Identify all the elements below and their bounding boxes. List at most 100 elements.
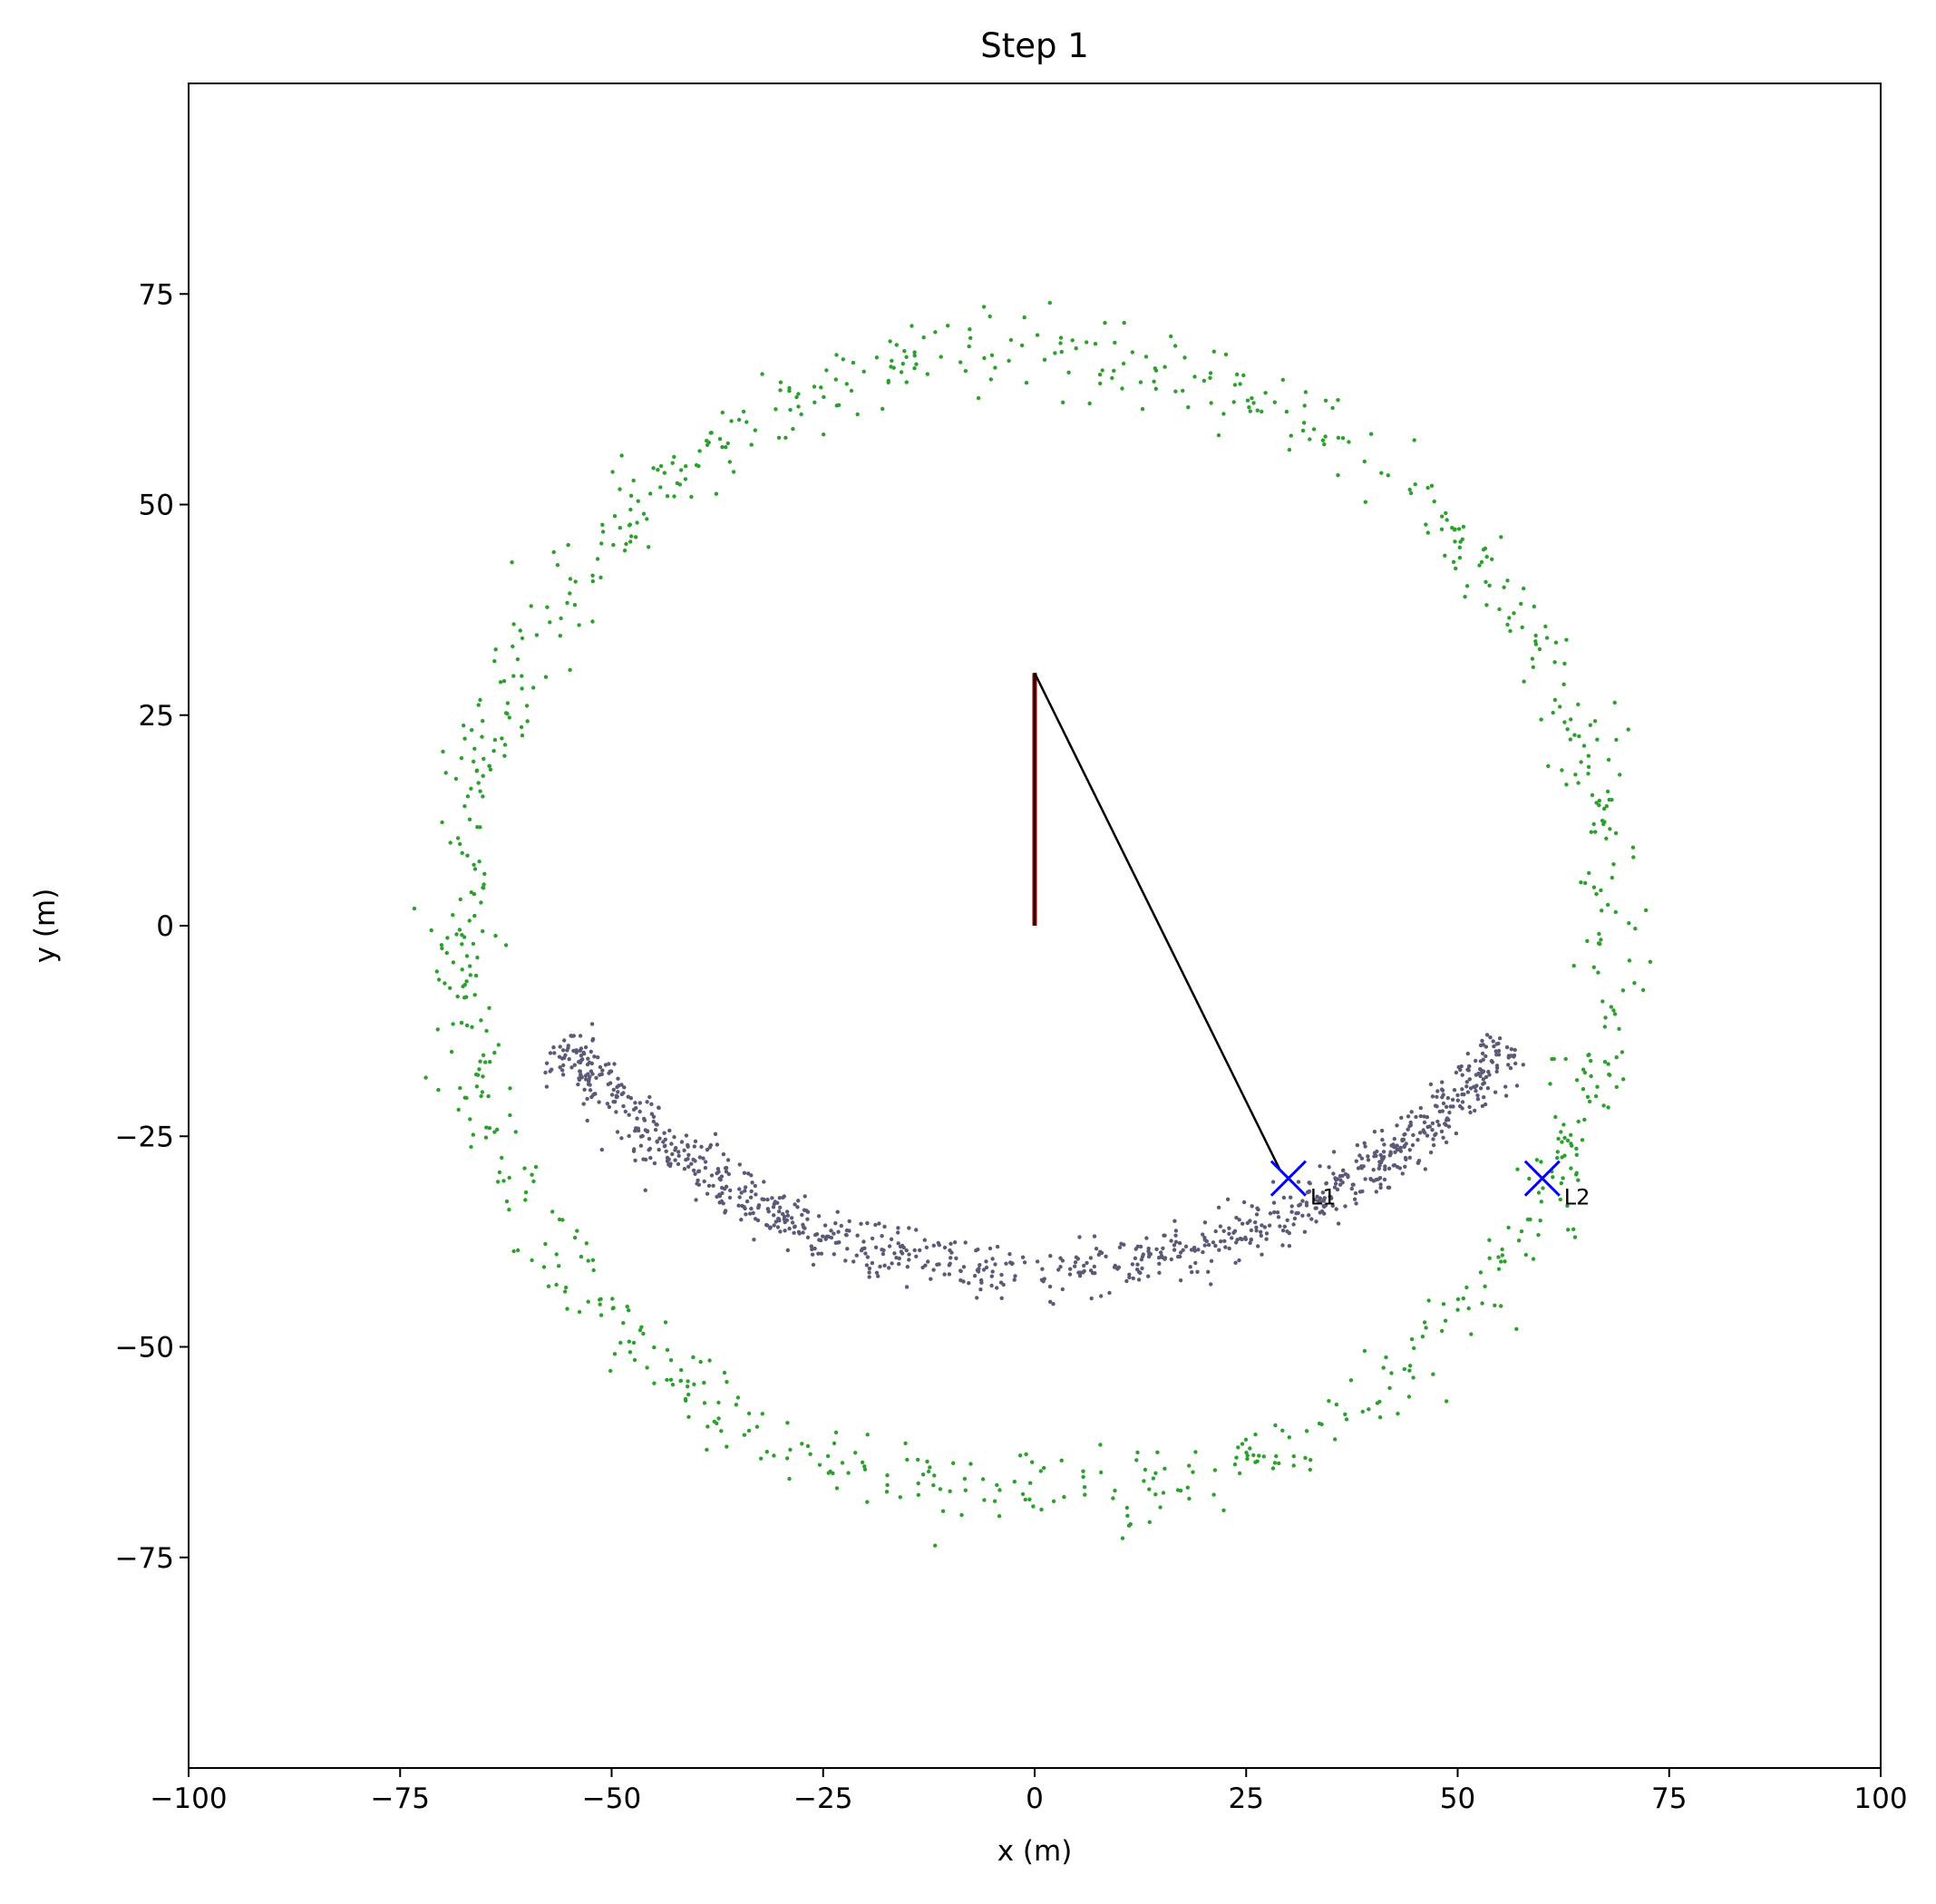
point: [796, 392, 801, 396]
point: [625, 1304, 629, 1309]
point: [1576, 1119, 1581, 1124]
point: [1455, 1098, 1461, 1103]
point: [1363, 500, 1368, 504]
point: [1362, 1348, 1367, 1354]
point: [554, 1252, 559, 1257]
point: [629, 534, 634, 539]
point: [1135, 1262, 1140, 1267]
point: [1602, 1060, 1608, 1064]
point: [1550, 1056, 1554, 1062]
point: [1586, 772, 1591, 776]
chart-title: Step 1: [980, 26, 1089, 65]
point: [867, 1275, 871, 1279]
point: [436, 977, 442, 982]
point: [1070, 338, 1075, 343]
point: [1589, 1058, 1593, 1064]
point: [1570, 1143, 1574, 1148]
point: [1217, 1248, 1221, 1252]
point: [508, 1112, 512, 1118]
point: [1551, 1175, 1555, 1180]
point: [672, 494, 676, 499]
point: [720, 444, 725, 450]
point: [880, 1234, 884, 1239]
point: [609, 1093, 615, 1097]
point: [1487, 583, 1492, 588]
point: [1409, 1110, 1414, 1114]
point: [1586, 753, 1591, 758]
point: [1019, 343, 1025, 348]
point: [772, 1453, 776, 1458]
point: [464, 979, 469, 984]
point: [1225, 1197, 1231, 1202]
point: [808, 1452, 812, 1457]
point: [1430, 1128, 1435, 1132]
point: [1533, 639, 1538, 644]
point: [958, 360, 963, 364]
point: [1515, 1167, 1520, 1171]
point: [479, 900, 483, 905]
point: [833, 1240, 838, 1246]
point: [1621, 1077, 1626, 1082]
point: [607, 1104, 612, 1110]
point: [1107, 1290, 1112, 1296]
point: [854, 1253, 859, 1258]
point: [722, 1370, 727, 1375]
point: [1586, 764, 1591, 770]
point: [734, 1403, 739, 1407]
point: [454, 932, 459, 937]
point: [1378, 1185, 1383, 1190]
point: [1190, 1269, 1194, 1275]
point: [894, 1256, 899, 1260]
point: [1464, 1084, 1469, 1089]
point: [511, 1248, 516, 1254]
point: [622, 549, 627, 553]
point: [1478, 1073, 1483, 1079]
point: [861, 369, 866, 374]
point: [1318, 1164, 1322, 1169]
point: [638, 1134, 644, 1139]
point: [1163, 1233, 1167, 1238]
point: [1213, 1229, 1218, 1234]
point: [1602, 1025, 1608, 1029]
point: [1262, 1225, 1268, 1229]
point: [573, 579, 578, 584]
point: [1047, 1284, 1053, 1289]
point: [574, 1048, 579, 1053]
point: [1182, 355, 1187, 360]
point: [1169, 1257, 1174, 1262]
point: [1375, 1149, 1379, 1154]
point: [558, 1065, 562, 1070]
point: [1112, 368, 1116, 374]
point: [1349, 1186, 1355, 1191]
point: [864, 1263, 870, 1268]
point: [693, 1139, 698, 1144]
point: [1382, 1154, 1386, 1160]
point: [1193, 1450, 1198, 1454]
point: [1477, 563, 1482, 568]
point: [791, 426, 795, 432]
point: [621, 1103, 626, 1109]
point: [1354, 1159, 1359, 1163]
point: [1458, 1067, 1463, 1073]
point: [1525, 1217, 1531, 1222]
point: [1289, 1209, 1294, 1214]
point: [588, 1074, 592, 1080]
point: [920, 1472, 926, 1477]
point: [1268, 1211, 1273, 1216]
green-ring-series: [412, 300, 1653, 1548]
point: [653, 1127, 658, 1132]
point: [1435, 1089, 1440, 1093]
point: [832, 1441, 837, 1446]
point: [1317, 1421, 1322, 1426]
point: [551, 549, 556, 555]
point: [1077, 1274, 1083, 1278]
point: [1160, 1255, 1165, 1260]
point: [525, 719, 530, 724]
point: [1440, 1328, 1445, 1334]
point: [523, 1198, 528, 1202]
trajectory-lines: [1032, 672, 1281, 1171]
point: [468, 964, 472, 968]
point: [534, 633, 540, 637]
point: [1147, 1487, 1152, 1491]
point: [616, 1076, 620, 1081]
